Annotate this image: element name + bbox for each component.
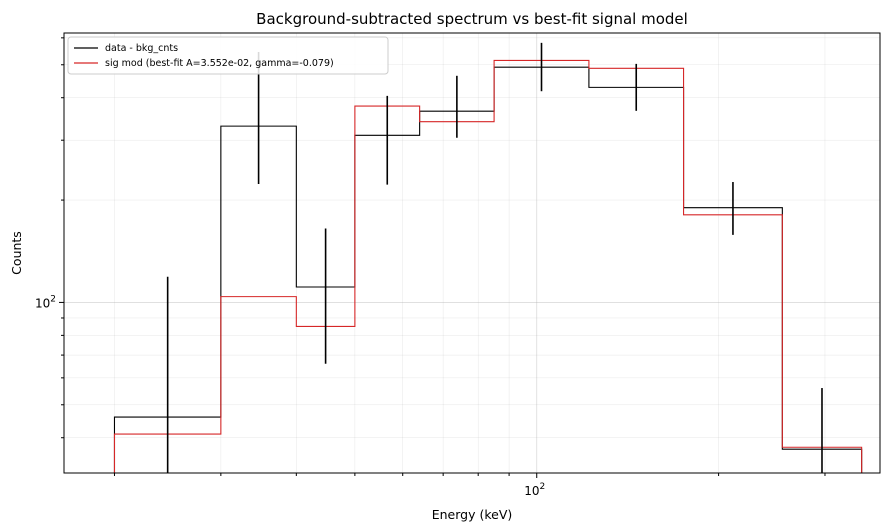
series-layer: [113, 59, 863, 473]
y-axis-label: Counts: [9, 231, 24, 275]
series-step-data: [113, 66, 863, 473]
plot-frame: [63, 32, 881, 474]
legend-label-model: sig mod (best-fit A=3.552e-02, gamma=-0.…: [105, 58, 334, 69]
x-tick-label: 102: [524, 482, 545, 498]
legend: data - bkg_cnts sig mod (best-fit A=3.55…: [67, 36, 389, 75]
series-step-model: [113, 59, 863, 473]
y-tick-label: 102: [35, 294, 56, 310]
legend-box: [67, 36, 389, 75]
x-axis-label: Energy (keV): [432, 507, 513, 522]
legend-label-data: data - bkg_cnts: [105, 43, 178, 54]
grid-lines: [64, 33, 880, 473]
chart-title: Background-subtracted spectrum vs best-f…: [256, 10, 688, 28]
axis-ticks: 102 102: [35, 37, 826, 498]
error-bars: [166, 42, 823, 473]
